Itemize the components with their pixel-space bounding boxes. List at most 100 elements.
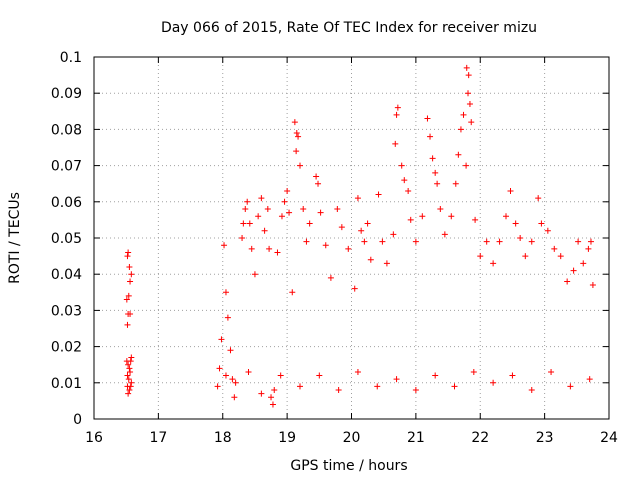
x-tick-label: 18: [214, 430, 232, 446]
x-tick-label: 17: [149, 430, 167, 446]
data-point: [567, 383, 574, 390]
data-point: [465, 72, 472, 79]
data-point: [127, 358, 134, 365]
data-point: [268, 394, 275, 401]
data-point: [434, 180, 441, 187]
data-point: [128, 379, 135, 386]
data-point: [334, 206, 341, 213]
data-point: [405, 187, 412, 194]
data-point: [125, 361, 132, 368]
data-point: [274, 249, 281, 256]
data-point: [289, 289, 296, 296]
data-point: [354, 368, 361, 375]
data-point: [125, 376, 132, 383]
data-point: [222, 372, 229, 379]
data-point: [316, 372, 323, 379]
data-point: [432, 169, 439, 176]
data-point: [393, 111, 400, 118]
data-point: [490, 260, 497, 267]
x-tick-label: 19: [278, 430, 296, 446]
data-point: [427, 133, 434, 140]
data-point: [509, 372, 516, 379]
data-point: [277, 372, 284, 379]
data-point: [214, 383, 221, 390]
data-point: [460, 111, 467, 118]
data-point: [424, 115, 431, 122]
data-point: [126, 263, 133, 270]
data-point: [535, 195, 542, 202]
data-point: [528, 387, 535, 394]
data-point: [463, 64, 470, 71]
x-tick-label: 21: [407, 430, 425, 446]
data-point: [587, 238, 594, 245]
data-point: [589, 282, 596, 289]
data-point: [281, 198, 288, 205]
data-point: [393, 376, 400, 383]
data-point: [125, 292, 132, 299]
data-point: [463, 162, 470, 169]
data-point: [390, 231, 397, 238]
data-point: [441, 231, 448, 238]
data-point: [452, 180, 459, 187]
y-tick-label: 0.07: [51, 159, 82, 175]
chart-title: Day 066 of 2015, Rate Of TEC Index for r…: [161, 20, 537, 36]
data-point: [293, 148, 300, 155]
data-point: [455, 151, 462, 158]
data-point: [229, 376, 236, 383]
data-point: [354, 195, 361, 202]
data-point: [313, 173, 320, 180]
data-point: [548, 368, 555, 375]
data-point: [586, 376, 593, 383]
data-point: [271, 387, 278, 394]
data-point: [297, 162, 303, 169]
data-point: [412, 238, 419, 245]
data-point: [379, 238, 386, 245]
data-point: [127, 311, 134, 318]
data-point: [383, 260, 390, 267]
data-point: [278, 213, 285, 220]
data-point: [401, 177, 408, 184]
data-point: [345, 245, 352, 252]
data-point: [286, 209, 293, 216]
y-tick-label: 0.03: [51, 303, 82, 319]
data-point: [528, 238, 535, 245]
data-point: [448, 213, 455, 220]
data-point: [216, 365, 223, 372]
y-tick-label: 0: [73, 412, 82, 428]
data-point: [317, 209, 324, 216]
data-point: [125, 249, 132, 256]
y-axis-label: ROTI / TECUs: [7, 192, 23, 284]
x-tick-label: 16: [85, 430, 103, 446]
data-point: [258, 390, 265, 397]
data-point: [374, 383, 381, 390]
data-point: [315, 180, 322, 187]
data-point: [123, 296, 130, 303]
data-point: [258, 195, 265, 202]
data-point: [126, 365, 133, 372]
data-point: [127, 278, 134, 285]
y-tick-label: 0.01: [51, 376, 82, 392]
data-point: [432, 372, 439, 379]
data-point: [306, 220, 313, 227]
data-point: [429, 155, 436, 162]
y-axis-ticks: 0 0.01 0.02 0.03 0.04 0.05 0.06 0.07 0.08 0.09 0.1: [51, 50, 609, 428]
data-point: [557, 253, 564, 260]
data-point: [227, 347, 234, 354]
data-point: [470, 368, 477, 375]
x-axis-label: GPS time / hours: [290, 458, 407, 474]
data-point: [291, 119, 298, 126]
data-point: [412, 387, 419, 394]
data-point: [327, 274, 334, 281]
data-point: [490, 379, 497, 386]
data-point: [124, 321, 131, 328]
data-point: [358, 227, 365, 234]
data-point: [128, 354, 135, 361]
data-point: [375, 191, 382, 198]
data-point: [407, 216, 414, 223]
data-point: [293, 130, 300, 137]
data-point: [364, 220, 371, 227]
data-point: [124, 372, 131, 379]
x-tick-label: 23: [536, 430, 554, 446]
data-point: [465, 90, 472, 97]
